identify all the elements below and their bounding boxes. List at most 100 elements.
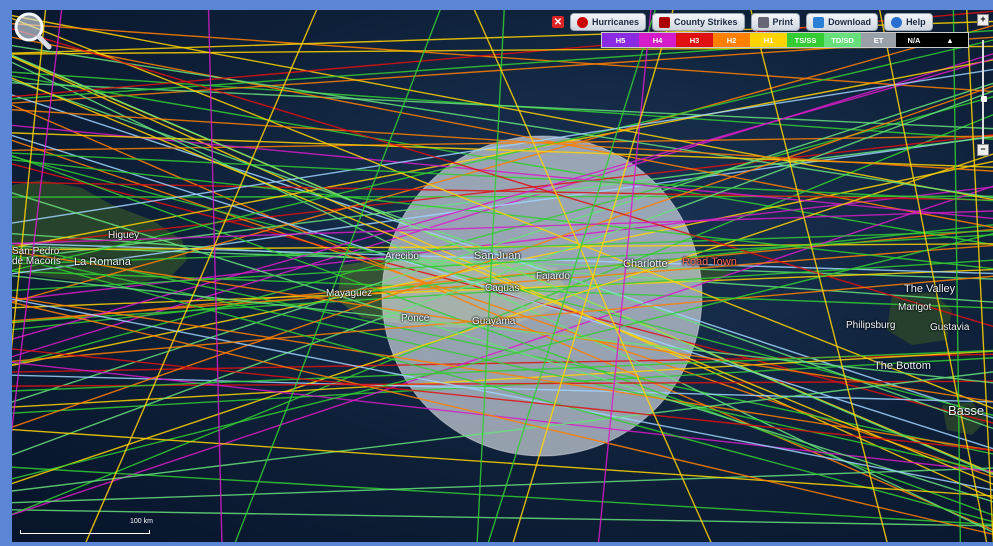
scale-bar: 100 km xyxy=(20,518,160,536)
label-de-macoris: de Macoris xyxy=(12,256,61,267)
storm-track[interactable] xyxy=(12,509,993,527)
storm-track[interactable] xyxy=(12,77,993,432)
storm-track[interactable] xyxy=(12,23,993,305)
storm-track[interactable] xyxy=(748,10,889,542)
map-layer[interactable] xyxy=(12,10,993,542)
storm-track[interactable] xyxy=(12,234,993,292)
storm-track[interactable] xyxy=(12,243,993,456)
storm-track[interactable] xyxy=(12,56,993,342)
storm-track[interactable] xyxy=(12,230,993,265)
storm-track[interactable] xyxy=(12,159,993,367)
legend-item-h1[interactable]: H1 xyxy=(750,33,787,47)
storm-track[interactable] xyxy=(12,300,993,537)
storm-track[interactable] xyxy=(12,259,993,323)
storm-track[interactable] xyxy=(12,68,993,225)
storm-track[interactable] xyxy=(510,10,676,542)
storm-track[interactable] xyxy=(966,10,993,542)
storm-track[interactable] xyxy=(12,38,993,273)
storm-track[interactable] xyxy=(12,350,993,408)
legend-item-td-sd[interactable]: TD/SD xyxy=(824,33,861,47)
storm-track[interactable] xyxy=(12,101,993,535)
storm-track[interactable] xyxy=(12,275,993,384)
hurricanes-button[interactable]: Hurricanes xyxy=(570,13,647,31)
zoom-slider-track[interactable] xyxy=(982,40,984,144)
storm-track[interactable] xyxy=(12,135,993,275)
storm-track[interactable] xyxy=(12,210,993,245)
storm-track[interactable] xyxy=(12,22,993,93)
storm-track[interactable] xyxy=(12,275,993,363)
zoom-slider-thumb[interactable] xyxy=(981,96,987,102)
storm-track[interactable] xyxy=(12,428,993,497)
legend-item-ts-ss[interactable]: TS/SS xyxy=(787,33,824,47)
storm-track[interactable] xyxy=(12,190,993,505)
hurricane-tracks[interactable] xyxy=(12,10,993,542)
help-button[interactable]: Help xyxy=(884,13,933,31)
legend-item-[interactable]: ▲ xyxy=(932,33,968,47)
storm-track[interactable] xyxy=(12,268,993,309)
legend-item-h4[interactable]: H4 xyxy=(639,33,676,47)
storm-track[interactable] xyxy=(207,10,223,542)
storm-track[interactable] xyxy=(12,254,993,525)
county-strikes-button[interactable]: County Strikes xyxy=(652,13,745,31)
storm-track[interactable] xyxy=(12,371,993,493)
storm-track[interactable] xyxy=(12,349,993,392)
storm-track[interactable] xyxy=(12,44,993,199)
storm-track[interactable] xyxy=(12,132,993,452)
magnifier-icon[interactable] xyxy=(12,10,52,50)
storm-track[interactable] xyxy=(12,82,993,130)
zoom-in-button[interactable]: + xyxy=(977,14,989,26)
storm-track[interactable] xyxy=(12,135,993,152)
storm-track[interactable] xyxy=(12,296,993,452)
storm-track[interactable] xyxy=(12,87,993,458)
storm-track[interactable] xyxy=(12,58,993,250)
storm-track[interactable] xyxy=(12,243,993,251)
storm-track[interactable] xyxy=(12,380,993,387)
storm-track[interactable] xyxy=(12,361,993,473)
storm-track[interactable] xyxy=(12,26,993,330)
storm-track[interactable] xyxy=(12,297,993,492)
storm-track[interactable] xyxy=(12,124,993,220)
storm-track[interactable] xyxy=(12,136,993,261)
download-button[interactable]: Download xyxy=(806,13,879,31)
storm-track[interactable] xyxy=(12,357,993,414)
legend-item-n-a[interactable]: N/A xyxy=(896,33,932,47)
legend-item-h5[interactable]: H5 xyxy=(602,33,639,47)
storm-track[interactable] xyxy=(12,270,993,309)
storm-track[interactable] xyxy=(12,137,993,480)
storm-track[interactable] xyxy=(12,51,993,479)
storm-track[interactable] xyxy=(597,10,652,542)
storm-track[interactable] xyxy=(878,10,989,542)
storm-track[interactable] xyxy=(12,224,993,331)
zoom-out-button[interactable]: − xyxy=(977,144,989,156)
storm-track[interactable] xyxy=(12,253,993,474)
storm-track[interactable] xyxy=(476,10,505,542)
storm-track[interactable] xyxy=(12,10,47,542)
storm-track[interactable] xyxy=(12,109,993,172)
storm-track[interactable] xyxy=(12,111,993,519)
legend-item-et[interactable]: ET xyxy=(861,33,896,47)
close-button[interactable]: ✕ xyxy=(552,16,564,28)
storm-track[interactable] xyxy=(12,244,993,322)
legend-item-h3[interactable]: H3 xyxy=(676,33,713,47)
storm-track[interactable] xyxy=(12,74,993,488)
storm-track[interactable] xyxy=(12,10,63,542)
map-canvas[interactable]: Higuey San Pedro de Macoris La Romana Ar… xyxy=(12,10,993,542)
storm-track[interactable] xyxy=(12,58,993,537)
storm-track[interactable] xyxy=(12,159,993,270)
storm-track[interactable] xyxy=(12,134,993,247)
storm-track[interactable] xyxy=(12,348,993,451)
storm-track[interactable] xyxy=(12,183,993,518)
storm-track[interactable] xyxy=(12,467,993,504)
storm-track[interactable] xyxy=(485,10,658,542)
storm-track[interactable] xyxy=(12,250,993,403)
storm-track[interactable] xyxy=(12,74,993,246)
storm-track[interactable] xyxy=(12,14,993,202)
legend-item-h2[interactable]: H2 xyxy=(713,33,750,47)
storm-track[interactable] xyxy=(12,83,993,431)
print-button[interactable]: Print xyxy=(750,13,801,31)
category-legend: H5 H4 H3 H2 H1 TS/SS TD/SD ET N/A ▲ xyxy=(601,32,969,48)
storm-track[interactable] xyxy=(12,233,993,303)
storm-track[interactable] xyxy=(82,10,321,542)
storm-track[interactable] xyxy=(952,10,962,542)
storm-track[interactable] xyxy=(232,10,444,542)
